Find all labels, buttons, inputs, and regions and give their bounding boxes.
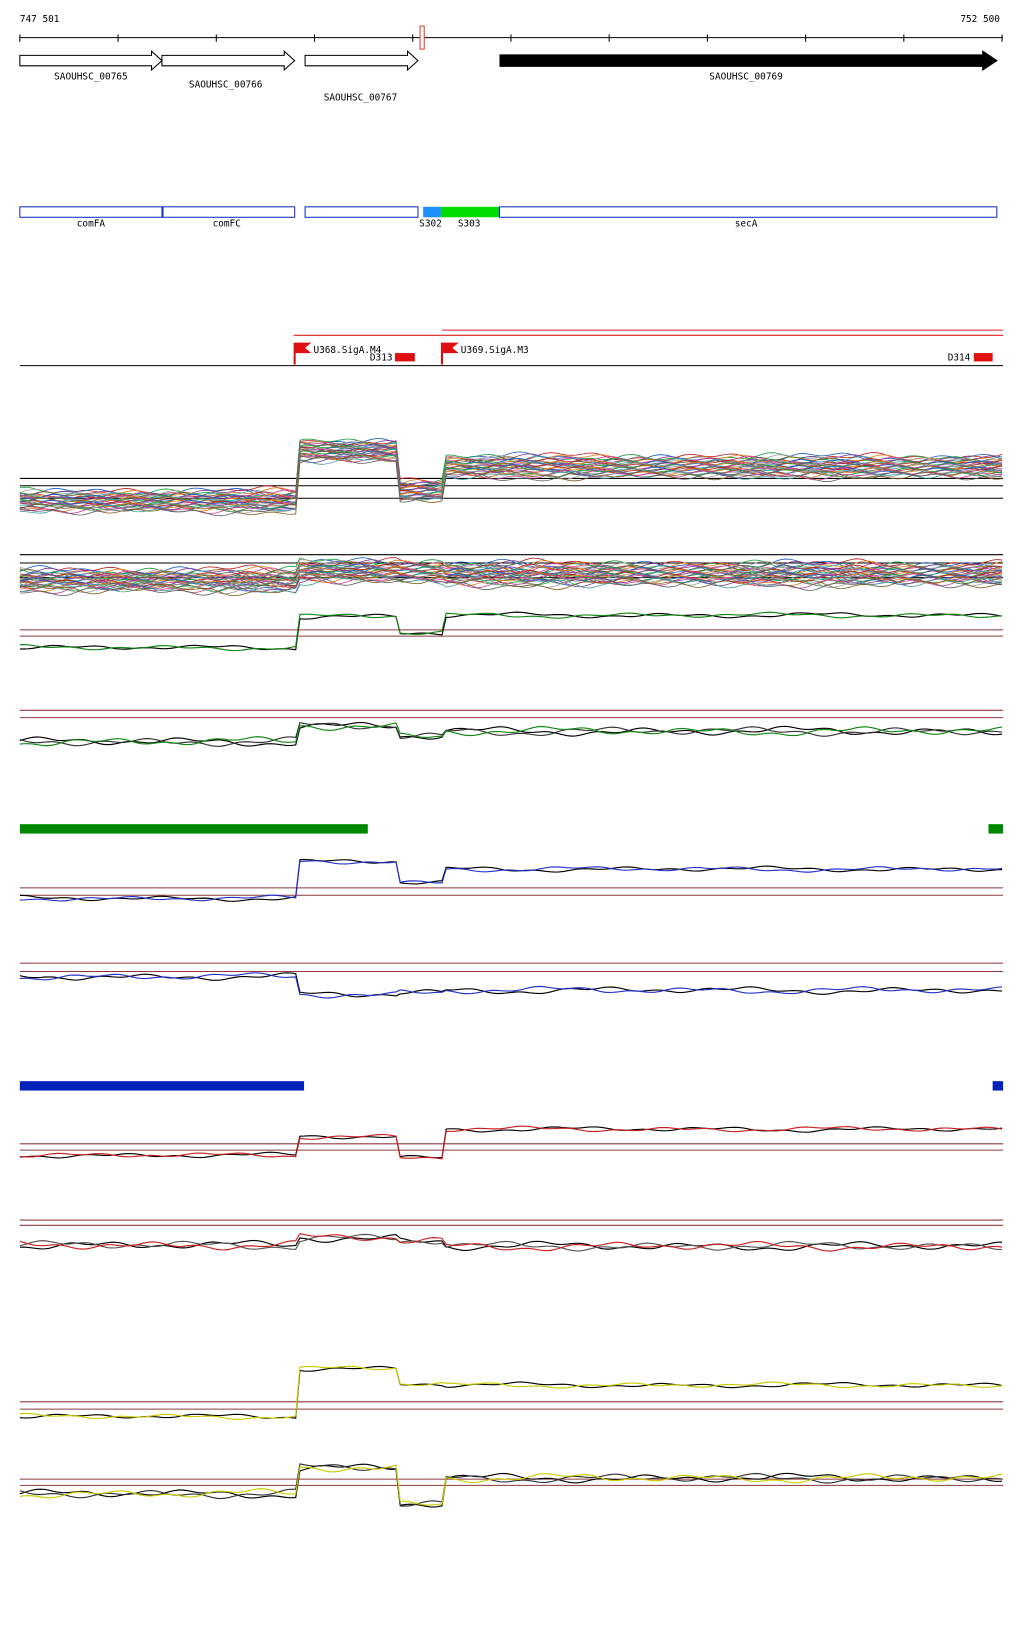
gene-arrow (161, 50, 296, 72)
signal-line (19, 438, 1003, 497)
gene-arrow (304, 50, 419, 72)
signal-line (19, 1464, 1003, 1506)
segment-label: S303 (458, 219, 481, 230)
signal-line (19, 454, 1003, 512)
signal-line (19, 972, 1003, 998)
signal-line (19, 559, 1003, 581)
signal-line (19, 1463, 1003, 1508)
signal-line (19, 1125, 1003, 1160)
gene-arrow (19, 50, 163, 72)
tracks (19, 438, 1004, 1508)
signal-line (19, 452, 1003, 511)
signal-line (19, 1365, 1003, 1419)
gene-label: SAOUHSC_00766 (189, 80, 263, 91)
signal-bar (19, 824, 368, 834)
gene-arrow (499, 50, 998, 72)
segment (19, 206, 163, 218)
ruler-ticks (19, 34, 1003, 42)
signal-line (19, 450, 1003, 511)
signal-line (19, 1234, 1003, 1252)
signal-line (19, 565, 1003, 587)
signal-line (19, 1233, 1003, 1252)
segment (162, 206, 296, 218)
signal-line (19, 860, 1003, 902)
segment (423, 206, 441, 218)
signal-line (19, 567, 1003, 587)
signal-line (19, 448, 1003, 509)
signal-line (19, 565, 1003, 586)
ruler-start: 747 501 (20, 14, 60, 25)
segment-label: secA (735, 219, 758, 230)
signal-line (19, 571, 1003, 592)
signal-line (19, 440, 1003, 501)
feature-box (394, 353, 415, 362)
signal-line (19, 1365, 1003, 1420)
segment-label: S302 (419, 219, 442, 230)
position-marker (419, 25, 425, 50)
signal-line (19, 454, 1003, 516)
segment (440, 206, 500, 218)
feature-box (973, 353, 993, 362)
gene-label: SAOUHSC_00765 (54, 71, 128, 82)
feature-label: U369.SigA.M3 (461, 345, 529, 356)
signal-bar (19, 1081, 305, 1091)
signal-line (19, 721, 1003, 747)
signal-line (19, 611, 1003, 652)
signal-line (19, 573, 1003, 594)
signal-line (19, 1126, 1003, 1159)
segment (304, 206, 419, 218)
signal-line (19, 563, 1003, 585)
ruler-end: 752 500 (960, 14, 1000, 25)
signal-line (19, 455, 1003, 514)
signal-line (19, 1463, 1003, 1507)
signal-bar (992, 1081, 1004, 1091)
signal-line (19, 722, 1003, 747)
signal-line (19, 576, 1003, 597)
signal-line (19, 452, 1003, 514)
feature-label: U368.SigA.M4 (313, 345, 381, 356)
signal-line (19, 972, 1003, 999)
gene-label: SAOUHSC_00767 (324, 92, 398, 103)
signal-line (19, 611, 1003, 651)
gene-label: SAOUHSC_00769 (709, 71, 783, 82)
feature-label: D314 (948, 352, 971, 363)
feature-label: D313 (370, 352, 393, 363)
signal-line (19, 1233, 1003, 1252)
signal-line (19, 455, 1003, 517)
flag (293, 342, 312, 365)
segment (498, 206, 998, 218)
flag (440, 342, 459, 365)
signal-line (19, 571, 1003, 592)
signal-line (19, 444, 1003, 504)
signal-bar (988, 824, 1004, 834)
segment-label: comFC (213, 219, 241, 230)
signal-line (19, 570, 1003, 590)
segment-label: comFA (77, 219, 106, 230)
